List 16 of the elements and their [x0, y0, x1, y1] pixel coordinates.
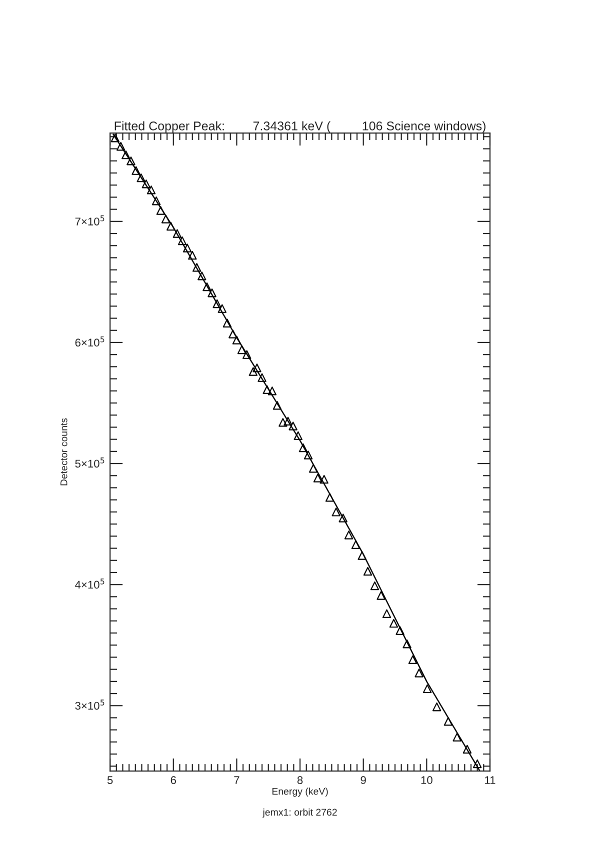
x-tick-label: 5	[107, 776, 113, 784]
y-tick-label: 5×10$^{5}$	[75, 458, 104, 468]
x-tick-label: 10	[421, 776, 432, 784]
x-tick-label: 11	[485, 776, 496, 784]
x-tick-label: 6	[170, 776, 176, 784]
x-axis-title: Energy (keV)	[272, 788, 328, 797]
y-tick-label: 7×10$^{5}$	[75, 215, 104, 226]
text: jemx1: orbit 2762	[262, 808, 337, 818]
x-tick-label: 9	[360, 776, 366, 784]
y-tick-label: 3×10$^{5}$	[75, 700, 104, 710]
chart-title: Fitted Copper Peak: 7.34361 keV ( 106 Science windows)	[114, 121, 486, 133]
y-tick-label: 4×10$^{5}$	[75, 578, 104, 589]
y-axis-title: Detector counts	[60, 418, 68, 486]
y-tick-label: 6×10$^{5}$	[75, 336, 104, 347]
x-tick-label: 7	[234, 776, 240, 784]
x-tick-label: 8	[297, 776, 303, 784]
